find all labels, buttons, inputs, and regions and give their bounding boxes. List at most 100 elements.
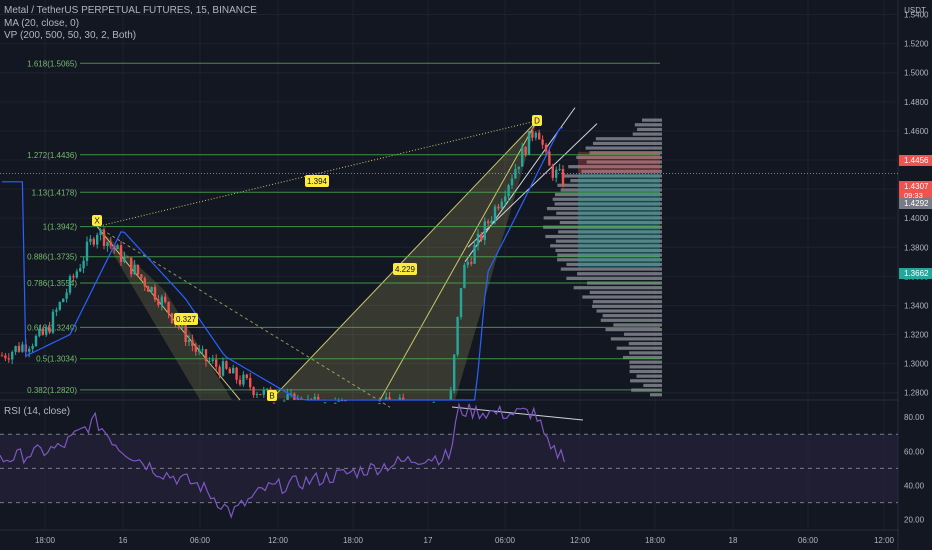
candle-body <box>31 345 34 349</box>
candle-body <box>449 390 452 400</box>
candle-body <box>11 352 14 360</box>
candle-body <box>191 340 194 347</box>
xd-line <box>96 120 538 228</box>
pattern-ratio-label: 4.229 <box>395 265 416 274</box>
volume-bar <box>630 379 662 383</box>
pattern-point-label: B <box>269 392 274 401</box>
candle-body <box>456 316 459 355</box>
candle-body <box>527 131 531 155</box>
candle-body <box>14 346 17 353</box>
candle-body <box>143 278 146 287</box>
symbol-legend[interactable]: Metal / TetherUS PERPETUAL FUTURES, 15, … <box>4 5 257 16</box>
candle-body <box>21 344 24 352</box>
dc-leg <box>379 120 538 401</box>
candle-body <box>198 350 201 352</box>
pattern-ratio-box <box>174 313 198 325</box>
candle-body <box>228 368 231 374</box>
candle-body <box>204 349 208 361</box>
volume-bar <box>592 141 662 146</box>
candle-body <box>41 328 44 335</box>
volume-bar <box>566 262 662 267</box>
candle-body <box>164 296 167 302</box>
volume-bar <box>543 225 662 229</box>
pattern-point-B <box>267 390 277 401</box>
candle-body <box>211 359 214 361</box>
candle-body <box>473 245 476 264</box>
price-badge <box>899 155 932 166</box>
candle-body <box>483 221 486 240</box>
candle-body <box>385 397 388 400</box>
volume-bar <box>636 374 662 378</box>
candle-body <box>252 387 255 396</box>
candle-body <box>218 366 221 376</box>
candle-body <box>38 328 41 336</box>
candle-body <box>55 309 58 312</box>
candle-body <box>62 298 65 303</box>
volume-bar <box>556 211 662 215</box>
time-tick: 18:00 <box>343 536 364 545</box>
candle-body <box>28 348 31 352</box>
candle-body <box>517 166 520 169</box>
time-tick: 06:00 <box>495 536 516 545</box>
candle-body <box>7 358 10 360</box>
candle-body <box>184 323 187 343</box>
fib-label: 1.13(1.4178) <box>32 188 78 197</box>
candle-body <box>58 302 61 310</box>
volume-bar <box>605 328 662 332</box>
fib-label: 1.272(1.4436) <box>27 151 77 160</box>
candle-body <box>232 367 235 374</box>
candle-body <box>463 264 466 289</box>
volume-bar <box>557 253 662 257</box>
rsi-tick: 20.00 <box>904 516 925 525</box>
rsi-divergence-line <box>451 406 584 421</box>
candle-body <box>119 245 123 262</box>
candle-body <box>157 299 160 306</box>
price-axis[interactable]: USDT1.54001.52001.50001.48001.46001.4400… <box>899 0 932 550</box>
position-zones <box>0 151 898 268</box>
candle-body <box>123 256 126 262</box>
volume-bar <box>558 230 662 234</box>
candle-body <box>194 346 197 352</box>
rsi-line <box>0 402 565 519</box>
volume-bar <box>600 318 662 322</box>
time-axis[interactable]: 18:00 16 06:00 12:00 18:00 17 06:00 12:00 18:00 1… <box>35 536 895 545</box>
candle-body <box>259 394 262 396</box>
time-tick: 18:00 <box>35 536 56 545</box>
volume-bar <box>613 323 662 327</box>
candle-body <box>170 313 174 323</box>
pattern-ratio-label: 1.394 <box>307 177 328 186</box>
fib-label: 0.382(1.2820) <box>27 386 77 395</box>
rsi-legend[interactable]: RSI (14, close) <box>4 406 71 417</box>
candle-body <box>521 146 524 167</box>
volume-bar <box>550 244 662 248</box>
volume-bar <box>637 127 662 132</box>
candle-body <box>262 389 265 395</box>
volume-bar <box>581 169 662 173</box>
ma-legend[interactable]: MA (20, close, 0) <box>4 18 80 29</box>
candle-body <box>221 361 225 376</box>
price-tick: 1.3400 <box>904 301 929 310</box>
vp-legend[interactable]: VP (200, 500, 50, 30, 2, Both) <box>4 30 137 41</box>
bd-leg <box>271 120 538 399</box>
candle-body <box>551 165 554 178</box>
candle-body <box>555 169 558 178</box>
moving-average <box>2 127 564 401</box>
candle-body <box>79 268 82 272</box>
price-tick: 1.5200 <box>904 40 929 49</box>
candle-body <box>65 292 68 299</box>
pattern-ratio-box <box>305 175 329 187</box>
candle-body <box>504 196 507 202</box>
candle-body <box>286 394 289 400</box>
candle-body <box>201 349 204 351</box>
candles <box>0 127 565 405</box>
pattern-point-label: D <box>534 117 540 126</box>
volume-bar <box>629 369 662 374</box>
volume-bar <box>577 272 662 276</box>
candle-body <box>177 324 180 327</box>
price-badge-label: 1.4456 <box>904 156 929 165</box>
time-tick: 06:00 <box>190 536 211 545</box>
candle-body <box>470 262 473 264</box>
stop-zone <box>578 151 660 174</box>
volume-bar <box>596 309 662 313</box>
